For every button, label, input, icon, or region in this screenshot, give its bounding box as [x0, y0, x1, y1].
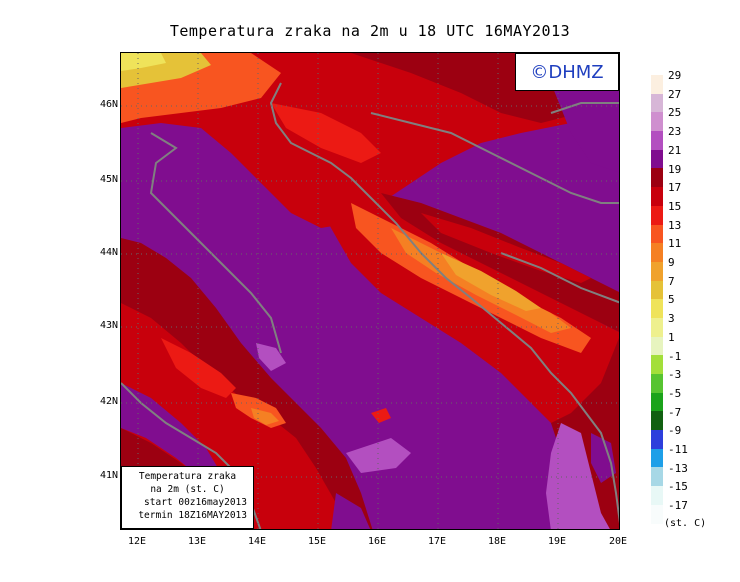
- lon-label-19e: 19E: [547, 536, 567, 547]
- legend-label: 1: [668, 330, 675, 344]
- legend-swatch: [651, 205, 663, 225]
- info-line-4: termin 18Z16MAY2013: [138, 510, 247, 521]
- legend-swatch: [651, 317, 663, 337]
- legend-swatch: [651, 299, 663, 318]
- lon-label-13e: 13E: [187, 536, 207, 547]
- legend-swatch: [651, 75, 663, 94]
- legend-label: 17: [668, 181, 682, 195]
- legend-label: 27: [668, 87, 682, 101]
- dhmz-logo: ©DHMZ: [515, 53, 619, 91]
- legend-label: -1: [668, 349, 682, 363]
- legend-label: 19: [668, 162, 682, 176]
- lon-label-16e: 16E: [367, 536, 387, 547]
- legend-swatch: [651, 504, 663, 524]
- legend-label: -13: [668, 461, 688, 475]
- legend-label: 15: [668, 199, 682, 213]
- legend-swatch: [651, 131, 663, 150]
- color-legend: [651, 75, 663, 524]
- legend-unit: (st. C): [664, 518, 707, 529]
- legend-label: -9: [668, 424, 682, 438]
- legend-swatch: [651, 486, 663, 505]
- legend-label: 13: [668, 218, 682, 232]
- lat-label-45n: 45N: [99, 174, 118, 185]
- lon-label-20e: 20E: [608, 536, 628, 547]
- legend-label: 25: [668, 106, 682, 120]
- legend-swatch: [651, 392, 663, 412]
- legend-swatch: [651, 243, 663, 262]
- legend-swatch: [651, 224, 663, 244]
- legend-label: 5: [668, 293, 675, 307]
- legend-label: -7: [668, 405, 682, 419]
- temperature-field: [121, 53, 619, 529]
- info-line-1: Temperatura zraka: [138, 471, 237, 482]
- lat-label-44n: 44N: [99, 247, 118, 258]
- legend-swatch: [651, 280, 663, 300]
- legend-swatch: [651, 430, 663, 449]
- info-line-2: na 2m (st. C): [150, 484, 225, 495]
- legend-swatch: [651, 93, 663, 113]
- legend-swatch: [651, 448, 663, 468]
- legend-swatch: [651, 467, 663, 487]
- legend-label: -15: [668, 480, 688, 494]
- lon-label-17e: 17E: [427, 536, 447, 547]
- lat-label-46n: 46N: [99, 99, 118, 110]
- legend-swatch: [651, 187, 663, 206]
- legend-swatch: [651, 355, 663, 374]
- lat-label-43n: 43N: [99, 320, 118, 331]
- temperature-map: [120, 52, 620, 530]
- legend-swatch: [651, 336, 663, 356]
- lon-label-15e: 15E: [307, 536, 327, 547]
- legend-label: -3: [668, 368, 682, 382]
- legend-swatch: [651, 168, 663, 188]
- legend-label: 29: [668, 69, 682, 82]
- legend-label: -11: [668, 443, 688, 456]
- lat-label-42n: 42N: [99, 396, 118, 407]
- lon-label-12e: 12E: [127, 536, 147, 547]
- legend-label: 11: [668, 237, 682, 251]
- info-box: Temperatura zraka na 2m (st. C) start 00…: [121, 466, 254, 529]
- legend-label: -5: [668, 386, 682, 400]
- legend-label: -17: [668, 499, 688, 513]
- legend-swatch: [651, 261, 663, 281]
- legend-label: 7: [668, 274, 675, 288]
- map-title: Temperatura zraka na 2m u 18 UTC 16MAY20…: [169, 22, 571, 40]
- lat-label-41n: 41N: [99, 470, 118, 481]
- legend-label: 9: [668, 256, 675, 269]
- info-line-3: start 00z16may2013: [144, 497, 247, 508]
- legend-label: 3: [668, 312, 675, 326]
- lon-label-18e: 18E: [487, 536, 507, 547]
- legend-swatch: [651, 374, 663, 393]
- legend-label: 21: [668, 143, 682, 157]
- legend-swatch: [651, 411, 663, 431]
- legend-label: 23: [668, 125, 682, 139]
- legend-swatch: [651, 112, 663, 132]
- lon-label-14e: 14E: [247, 536, 267, 547]
- legend-swatch: [651, 149, 663, 169]
